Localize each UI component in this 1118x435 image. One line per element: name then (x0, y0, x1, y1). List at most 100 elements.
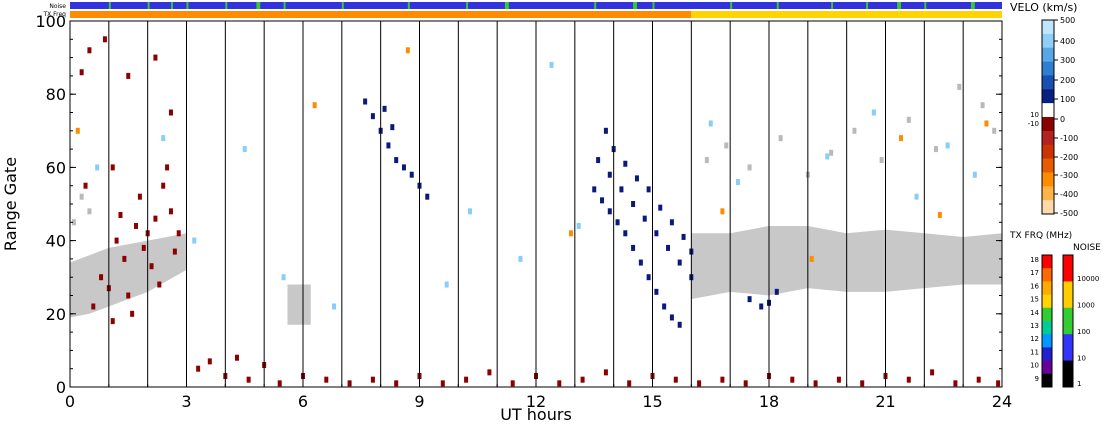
echo-point (860, 380, 865, 387)
echo-point (906, 376, 911, 383)
echo-point (196, 365, 201, 372)
echo-point (102, 36, 107, 43)
echo-point (557, 380, 562, 387)
echo-point (743, 380, 748, 387)
echo-point (677, 321, 682, 328)
velo-scale-label: 200 (1060, 76, 1075, 85)
velo-scale-swatch (1042, 47, 1054, 63)
txfreq-scale-swatch (1042, 347, 1052, 362)
noise-scale-label: 100 (1077, 328, 1090, 336)
velo-scale-label: 100 (1060, 95, 1075, 104)
txfreq-scale-label: 18 (1030, 256, 1039, 264)
velo-scale-swatch (1042, 144, 1054, 160)
noise-segment (970, 2, 975, 9)
echo-point (87, 47, 92, 54)
echo-point (281, 274, 286, 281)
noise-segment (924, 2, 927, 9)
echo-point (487, 369, 492, 376)
echo-point (697, 380, 702, 387)
echo-point (879, 157, 884, 164)
noise-scale-title: NOISE (1073, 243, 1101, 253)
echo-point (681, 233, 686, 240)
velo-scale-swatch (1042, 89, 1054, 104)
echo-point (720, 376, 725, 383)
echo-point (110, 318, 115, 325)
txfreq-bar-label: TX Freq (42, 11, 66, 18)
ground-scatter-feature (287, 284, 311, 325)
echo-point (122, 255, 127, 262)
echo-point (409, 171, 414, 178)
noise-scale-swatch (1063, 360, 1073, 388)
echo-point (332, 303, 337, 310)
echo-point (153, 54, 158, 61)
echo-point (906, 116, 911, 123)
echo-point (83, 182, 88, 189)
noise-segment (866, 2, 869, 9)
echo-point (957, 83, 962, 90)
echo-point (654, 288, 659, 295)
echo-point (596, 157, 601, 164)
x-tick-label: 3 (181, 392, 191, 411)
echo-point (603, 127, 608, 134)
noise-segment (730, 2, 733, 9)
echo-point (720, 208, 725, 215)
echo-point (669, 219, 674, 226)
velo-scale-swatch (1042, 186, 1054, 201)
echo-point (996, 380, 1001, 387)
echo-point (110, 164, 115, 171)
x-tick-label: 24 (992, 392, 1012, 411)
echo-point (984, 120, 989, 127)
y-tick-label: 40 (46, 232, 66, 251)
echo-point (724, 142, 729, 149)
echo-point (774, 288, 779, 295)
velo-scale-label: -300 (1060, 171, 1078, 180)
echo-point (654, 230, 659, 237)
velo-scale-swatch (1042, 172, 1054, 187)
echo-point (370, 376, 375, 383)
echo-point (658, 204, 663, 211)
noise-segment (633, 2, 637, 9)
echo-point (603, 369, 608, 376)
noise-segment (652, 2, 655, 9)
echo-point (390, 124, 395, 131)
echo-point (976, 376, 981, 383)
echo-point (778, 135, 783, 142)
echo-point (669, 314, 674, 321)
echo-point (444, 281, 449, 288)
echo-point (79, 193, 84, 200)
noise-bar-label: Noise (49, 3, 66, 10)
echo-point (646, 186, 651, 193)
velo-scale-label: 300 (1060, 56, 1075, 65)
echo-point (790, 376, 795, 383)
velo-scale-swatch (1042, 103, 1054, 118)
velo-scale-small-label: -10 (1028, 120, 1039, 128)
noise-scale-label: 10 (1077, 354, 1086, 362)
echo-point (168, 109, 173, 116)
echo-point (992, 127, 997, 134)
echo-point (735, 179, 740, 186)
echo-point (829, 149, 834, 156)
echo-point (440, 380, 445, 387)
txfreq-segment (691, 11, 1002, 18)
echo-point (852, 127, 857, 134)
echo-point (627, 380, 632, 387)
echo-point (91, 303, 96, 310)
plot-area (70, 21, 1002, 387)
echo-point (576, 222, 581, 229)
echo-point (363, 98, 368, 105)
txfreq-scale-label: 16 (1030, 282, 1039, 290)
echo-point (607, 171, 612, 178)
y-axis-label: Range Gate (1, 157, 20, 251)
noise-segment (186, 2, 189, 9)
echo-point (518, 255, 523, 262)
ground-scatter-band (70, 233, 187, 318)
echo-point (126, 72, 131, 79)
txfreq-scale-swatch (1042, 268, 1052, 282)
noise-scale-swatch (1063, 334, 1073, 362)
noise-segment (147, 2, 150, 9)
txfreq-scale-swatch (1042, 255, 1052, 269)
txfreq-scale-label: 13 (1030, 322, 1039, 330)
echo-point (673, 376, 678, 383)
echo-point (510, 380, 515, 387)
echo-point (464, 376, 469, 383)
